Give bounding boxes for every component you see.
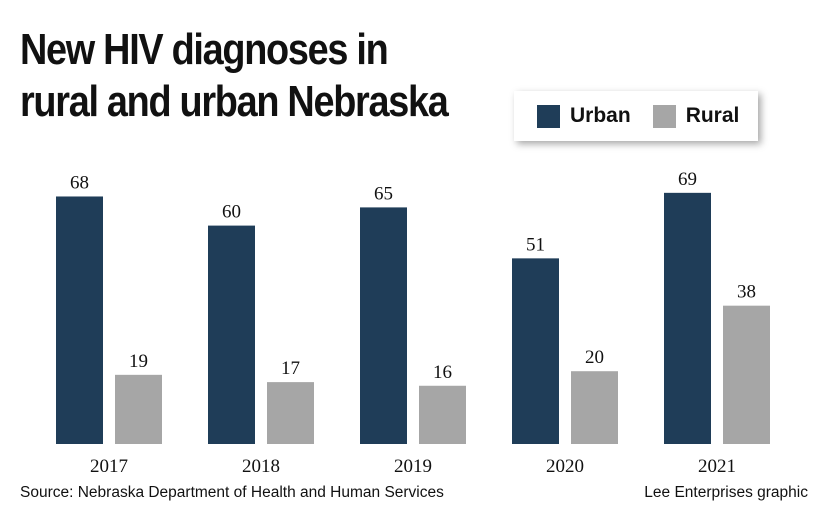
bar-rural-2017 — [115, 374, 162, 444]
legend-swatch-rural — [652, 104, 676, 128]
credit-note: Lee Enterprises graphic — [644, 484, 808, 501]
bar-urban-2017 — [56, 196, 103, 444]
chart-title: New HIV diagnoses in rural and urban Neb… — [20, 25, 449, 126]
x-tick-label-2017: 2017 — [90, 456, 128, 477]
data-label-rural-2020: 20 — [585, 347, 604, 368]
legend-label-rural: Rural — [685, 104, 740, 127]
data-label-urban-2020: 51 — [526, 234, 545, 255]
bar-rural-2020 — [571, 371, 618, 444]
legend-item-urban: Urban — [537, 104, 631, 128]
bar-rural-2018 — [267, 382, 314, 444]
x-tick-label-2019: 2019 — [394, 456, 432, 477]
legend-item-rural: Rural — [652, 104, 740, 128]
data-label-rural-2019: 16 — [433, 362, 452, 383]
x-tick-label-2021: 2021 — [698, 456, 736, 477]
data-label-urban-2021: 69 — [678, 169, 697, 190]
legend-label-urban: Urban — [570, 104, 631, 127]
data-label-urban-2017: 68 — [70, 172, 89, 193]
data-label-urban-2019: 65 — [374, 183, 393, 204]
legend-swatch-urban — [537, 104, 560, 128]
bar-urban-2020 — [512, 258, 559, 444]
x-tick-label-2020: 2020 — [546, 456, 584, 477]
bar-urban-2021 — [664, 192, 711, 444]
data-label-rural-2018: 17 — [281, 358, 300, 379]
data-label-rural-2017: 19 — [129, 351, 148, 372]
bar-rural-2021 — [723, 305, 770, 444]
data-label-urban-2018: 60 — [222, 202, 241, 223]
x-tick-label-2018: 2018 — [242, 456, 280, 477]
bar-rural-2019 — [419, 385, 466, 444]
source-note: Source: Nebraska Department of Health an… — [20, 484, 444, 501]
bar-urban-2019 — [360, 207, 407, 444]
legend: Urban Rural — [514, 91, 758, 141]
bar-urban-2018 — [208, 225, 255, 444]
data-label-rural-2021: 38 — [737, 282, 756, 303]
